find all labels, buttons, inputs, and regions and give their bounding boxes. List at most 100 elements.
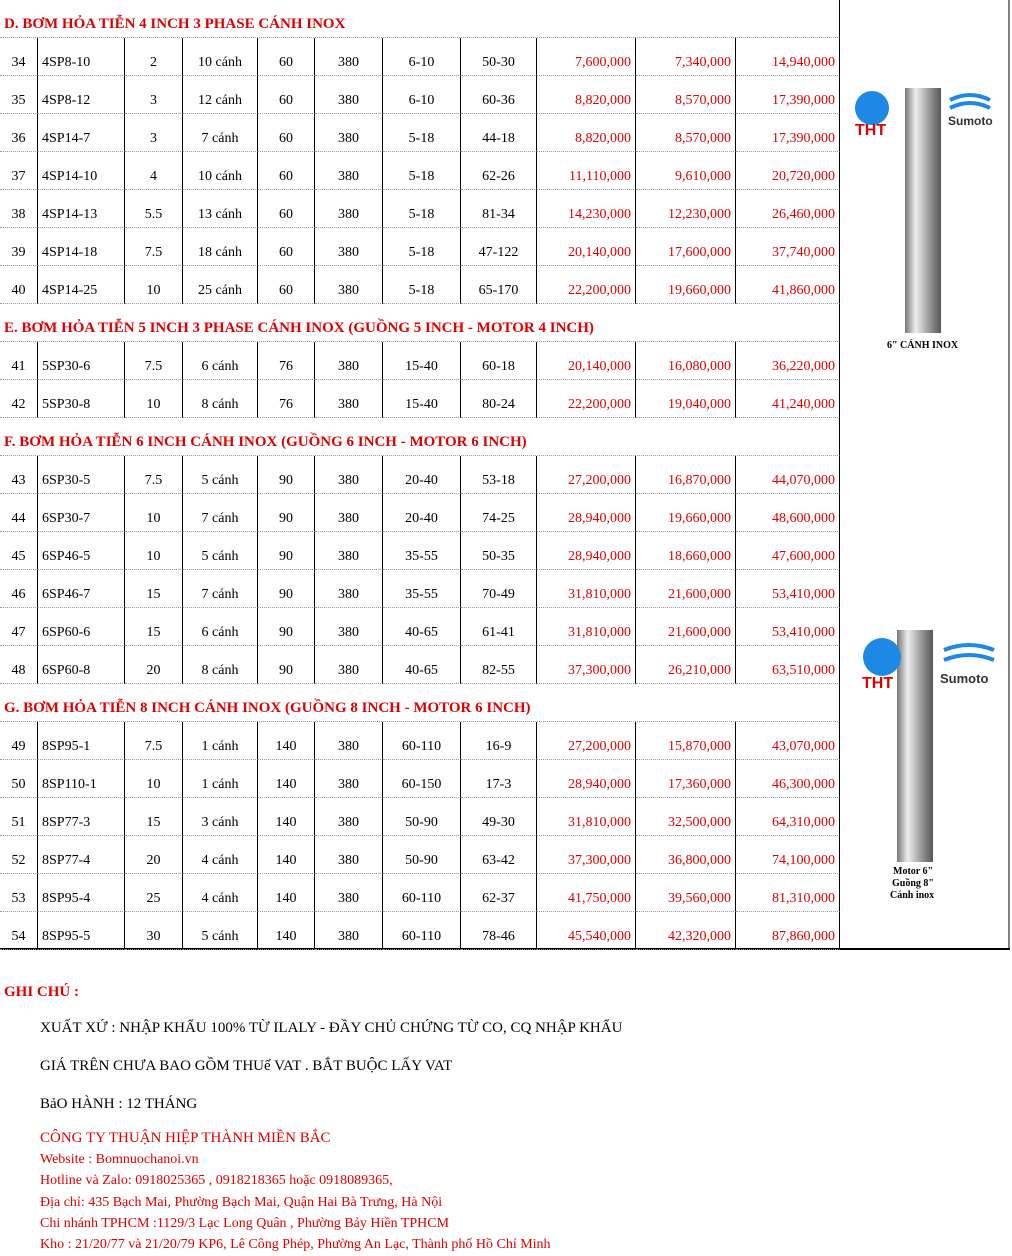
cell: 7 cánh xyxy=(183,114,258,152)
cell: 76 xyxy=(258,342,315,380)
logo-icon xyxy=(855,91,889,125)
cell: 60 xyxy=(258,228,315,266)
cell: 4 xyxy=(125,152,183,190)
cell: 13 cánh xyxy=(183,190,258,228)
contact-line: Chi nhánh TPHCM :1129/3 Lạc Long Quân , … xyxy=(40,1215,450,1231)
cell: 70-49 xyxy=(461,570,537,608)
price-cell: 28,940,000 xyxy=(537,494,636,532)
cell: 44 xyxy=(0,494,38,532)
cell: 380 xyxy=(315,722,383,760)
cell: 10 xyxy=(125,494,183,532)
logo-icon xyxy=(863,638,901,676)
cell: 50 xyxy=(0,760,38,798)
cell: 20 xyxy=(125,646,183,684)
cell: 4SP14-7 xyxy=(38,114,125,152)
cell: 8SP95-4 xyxy=(38,874,125,912)
cell: 48 xyxy=(0,646,38,684)
section-title: E. BƠM HỎA TIỄN 5 INCH 3 PHASE CÁNH INOX… xyxy=(0,304,840,342)
cell: 63-42 xyxy=(461,836,537,874)
cell: 6 cánh xyxy=(183,342,258,380)
cell: 7.5 xyxy=(125,456,183,494)
cell: 50-90 xyxy=(383,836,461,874)
cell: 10 xyxy=(125,266,183,304)
cell: 74-25 xyxy=(461,494,537,532)
brand-name: Sumoto xyxy=(948,114,993,128)
cell: 6SP30-5 xyxy=(38,456,125,494)
cell: 5 cánh xyxy=(183,456,258,494)
cell: 2 xyxy=(125,38,183,76)
price-cell: 21,600,000 xyxy=(636,608,736,646)
price-cell: 41,240,000 xyxy=(736,380,840,418)
cell: 5-18 xyxy=(383,190,461,228)
cell: 5-18 xyxy=(383,228,461,266)
cell: 60-110 xyxy=(383,722,461,760)
cell: 4SP14-18 xyxy=(38,228,125,266)
cell: 40-65 xyxy=(383,646,461,684)
cell: 140 xyxy=(258,722,315,760)
cell: 7.5 xyxy=(125,722,183,760)
cell: 380 xyxy=(315,38,383,76)
price-cell: 63,510,000 xyxy=(736,646,840,684)
price-cell: 14,230,000 xyxy=(537,190,636,228)
price-cell: 26,210,000 xyxy=(636,646,736,684)
section-title: D. BƠM HỎA TIỄN 4 INCH 3 PHASE CÁNH INOX xyxy=(0,0,840,38)
price-cell: 31,810,000 xyxy=(537,798,636,836)
cell: 7 cánh xyxy=(183,494,258,532)
price-cell: 21,600,000 xyxy=(636,570,736,608)
cell: 60 xyxy=(258,190,315,228)
cell: 6SP30-7 xyxy=(38,494,125,532)
cell: 8SP77-4 xyxy=(38,836,125,874)
cell: 5-18 xyxy=(383,114,461,152)
price-cell: 8,570,000 xyxy=(636,76,736,114)
price-cell: 26,460,000 xyxy=(736,190,840,228)
cell: 380 xyxy=(315,912,383,950)
price-cell: 39,560,000 xyxy=(636,874,736,912)
price-cell: 15,870,000 xyxy=(636,722,736,760)
price-cell: 17,600,000 xyxy=(636,228,736,266)
cell: 20-40 xyxy=(383,456,461,494)
price-cell: 31,810,000 xyxy=(537,570,636,608)
cell: 380 xyxy=(315,190,383,228)
cell: 35 xyxy=(0,76,38,114)
cell: 5SP30-6 xyxy=(38,342,125,380)
image-caption: 6" CÁNH INOX xyxy=(887,340,959,351)
cell: 90 xyxy=(258,494,315,532)
cell: 380 xyxy=(315,760,383,798)
price-cell: 7,340,000 xyxy=(636,38,736,76)
price-cell: 8,820,000 xyxy=(537,76,636,114)
cell: 15-40 xyxy=(383,342,461,380)
image-caption: Guồng 8" xyxy=(892,878,934,889)
price-cell: 22,200,000 xyxy=(537,266,636,304)
cell: 380 xyxy=(315,874,383,912)
cell: 10 xyxy=(125,380,183,418)
cell: 60-110 xyxy=(383,912,461,950)
brand-name: Sumoto xyxy=(940,671,989,686)
cell: 15-40 xyxy=(383,380,461,418)
contact-line: Kho : 21/20/77 và 21/20/79 KP6, Lê Công … xyxy=(40,1237,551,1253)
cell: 3 cánh xyxy=(183,798,258,836)
cell: 10 cánh xyxy=(183,152,258,190)
cell: 3 xyxy=(125,76,183,114)
cell: 90 xyxy=(258,532,315,570)
cell: 76 xyxy=(258,380,315,418)
cell: 50-30 xyxy=(461,38,537,76)
price-cell: 53,410,000 xyxy=(736,570,840,608)
cell: 80-24 xyxy=(461,380,537,418)
brand-name: THT xyxy=(855,122,887,139)
price-cell: 48,600,000 xyxy=(736,494,840,532)
cell: 81-34 xyxy=(461,190,537,228)
cell: 8 cánh xyxy=(183,380,258,418)
cell: 4SP14-13 xyxy=(38,190,125,228)
cell: 65-170 xyxy=(461,266,537,304)
cell: 51 xyxy=(0,798,38,836)
price-cell: 20,720,000 xyxy=(736,152,840,190)
price-cell: 19,660,000 xyxy=(636,494,736,532)
brand-name: THT xyxy=(862,675,894,692)
cell: 30 xyxy=(125,912,183,950)
cell: 6SP60-8 xyxy=(38,646,125,684)
cell: 60 xyxy=(258,38,315,76)
cell: 6SP46-7 xyxy=(38,570,125,608)
price-cell: 9,610,000 xyxy=(636,152,736,190)
price-cell: 46,300,000 xyxy=(736,760,840,798)
price-cell: 11,110,000 xyxy=(537,152,636,190)
